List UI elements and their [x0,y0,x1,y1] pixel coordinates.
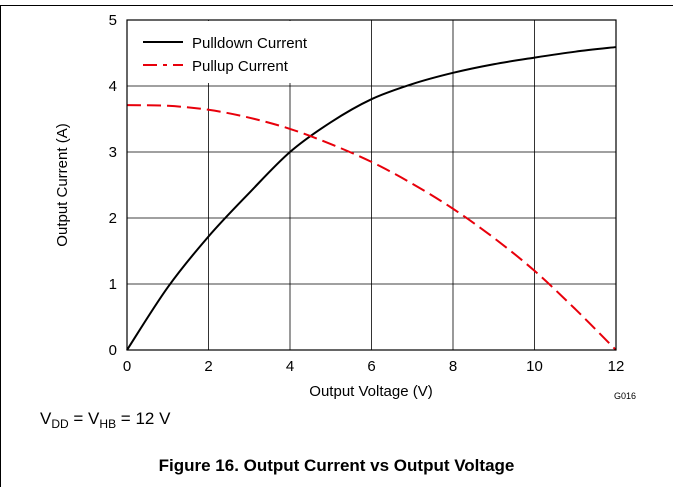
y-tick-label: 1 [109,276,117,293]
y-tick-label: 3 [109,144,117,161]
pullup-current-line [126,104,617,351]
chart-curves [126,46,617,351]
x-tick-label: 0 [123,358,131,375]
x-tick-label: 8 [449,358,457,375]
frame-top-rule [0,5,673,6]
supply-condition-note: VDD = VHB = 12 V [40,409,170,431]
plot-border [126,19,617,351]
vhb-subscript: HB [99,417,117,431]
vdd-middle: = V [68,409,100,428]
vdd-subscript: DD [51,417,69,431]
legend-box [128,21,342,83]
y-tick-label: 0 [109,342,117,359]
chart-legend: Pulldown Current Pullup Current [128,21,342,83]
x-tick-label: 4 [286,358,294,375]
y-axis-label: Output Current (A) [54,123,71,246]
legend-label-pulldown: Pulldown Current [192,35,308,52]
y-tick-label: 2 [109,210,117,227]
vdd-prefix: V [40,409,52,428]
y-tick-label: 5 [109,12,117,29]
x-tick-label: 6 [367,358,375,375]
graph-id-annotation: G016 [614,391,636,400]
vdd-suffix: = 12 V [116,409,171,428]
x-tick-label: 2 [204,358,212,375]
frame-left-rule [0,5,1,487]
pulldown-current-line [126,46,617,351]
figure-caption: Figure 16. Output Current vs Output Volt… [158,456,515,475]
y-tick-label: 4 [109,78,117,95]
x-tick-label: 10 [526,358,543,375]
x-tick-label: 12 [608,358,625,375]
legend-label-pullup: Pullup Current [192,58,289,75]
x-axis-label: Output Voltage (V) [309,383,432,400]
